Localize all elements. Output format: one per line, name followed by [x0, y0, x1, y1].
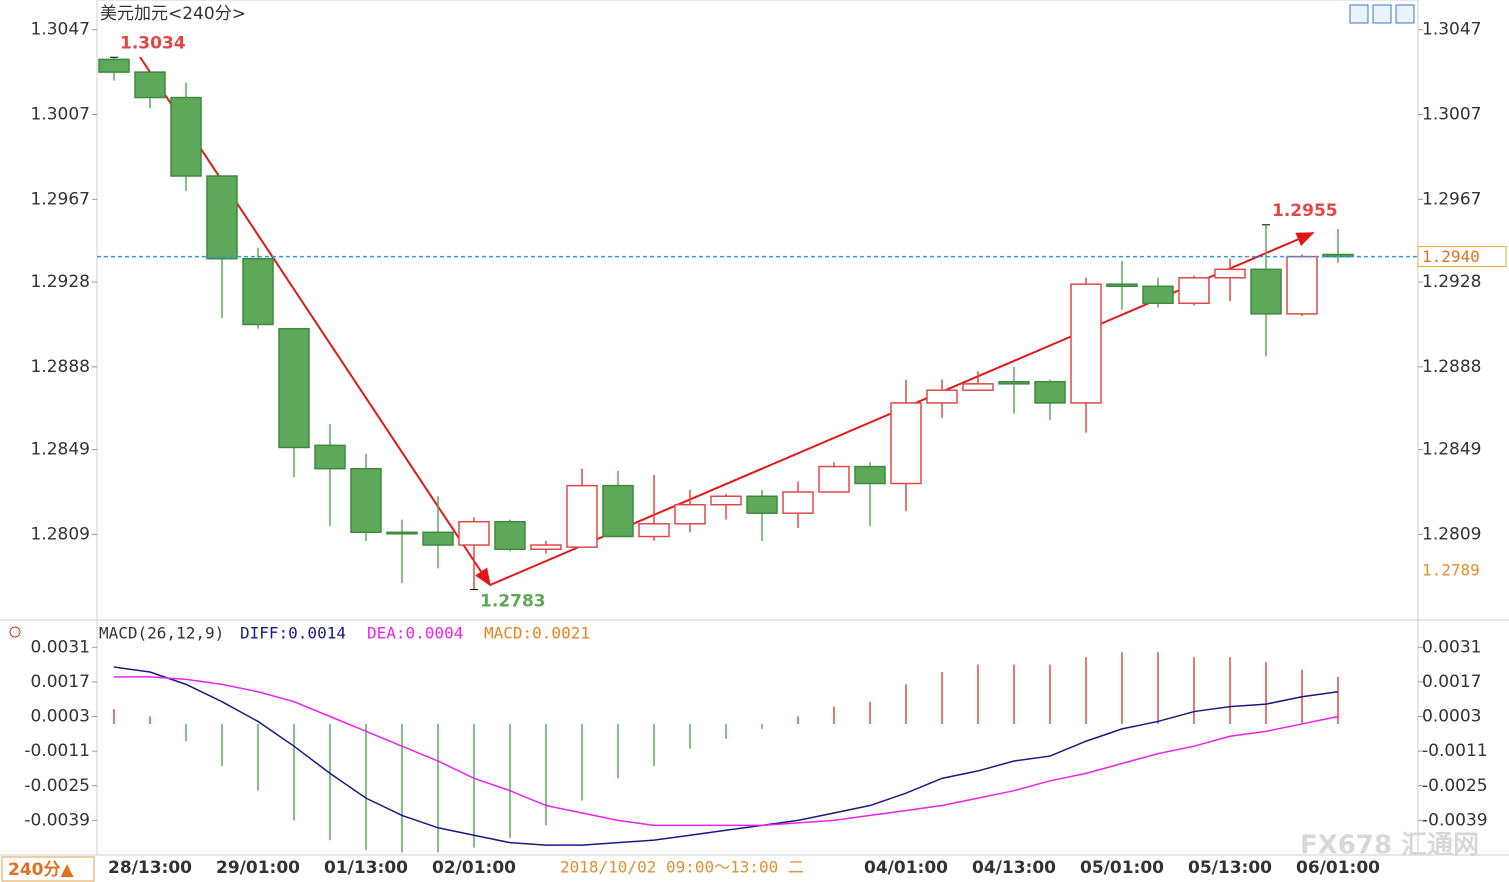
candle-body: [1142, 285, 1174, 305]
y2-tick-label: -0.0039: [1422, 810, 1488, 830]
candle-body: [854, 465, 886, 485]
y-tick-label: 1.2888: [31, 357, 90, 377]
candle-body: [1214, 268, 1246, 279]
candle-body: [782, 491, 814, 514]
tool-button[interactable]: [1349, 4, 1369, 24]
chart-title: 美元加元<240分>: [100, 4, 246, 24]
candle-body: [1250, 268, 1282, 315]
y-tick-label: 0.0031: [31, 637, 90, 657]
candle-body: [962, 383, 994, 391]
candle-body: [170, 96, 202, 177]
y-tick-label: 1.2967: [31, 189, 90, 209]
candle-body: [602, 484, 634, 538]
legend-macd: MACD:0.0021: [484, 624, 590, 643]
y-tick-label: -0.0039: [24, 810, 90, 830]
y2-tick-label: 1.3007: [1422, 105, 1481, 125]
y-tick-label: 0.0003: [31, 707, 90, 727]
y2-tick-label: 1.2809: [1422, 524, 1481, 544]
indicator-line: [114, 676, 1339, 827]
candle-body: [458, 520, 490, 546]
y-tick-label: 0.0017: [31, 672, 90, 692]
candle-body: [494, 520, 526, 551]
extreme-label: 1.2783: [480, 592, 546, 612]
y2-tick-label: 1.2928: [1422, 272, 1481, 292]
x-tick-label: 29/01:00: [216, 858, 300, 878]
indicator-line: [113, 666, 1339, 846]
legend-diff: DIFF:0.0014: [240, 624, 346, 643]
legend-dea: DEA:0.0004: [367, 624, 463, 643]
tool-button[interactable]: [1395, 4, 1415, 24]
candle-body: [818, 465, 850, 493]
candle-body: [638, 523, 670, 538]
period-button[interactable]: [1, 856, 95, 882]
candle-body: [314, 444, 346, 470]
extreme-label: 1.3034: [120, 33, 186, 53]
candle-body: [242, 257, 274, 326]
y-tick-label: 1.2928: [31, 272, 90, 292]
candle-body: [98, 58, 130, 73]
y2-tick-label: -0.0011: [1422, 741, 1488, 761]
candle-body: [746, 495, 778, 514]
period-label[interactable]: 240分▲: [8, 860, 74, 880]
x-tick-label: 28/13:00: [108, 858, 192, 878]
y2-tick-label: 1.2888: [1422, 357, 1481, 377]
candle-body: [1178, 277, 1210, 305]
y-tick-label: 1.3047: [31, 20, 90, 40]
y2-tick-label: 1.2849: [1422, 440, 1481, 460]
y-tick-label: -0.0011: [24, 741, 90, 761]
x-tick-label: 05/01:00: [1080, 858, 1164, 878]
y2-tick-label: 1.2967: [1422, 189, 1481, 209]
low-marker-label: 1.2789: [1422, 560, 1480, 579]
y2-tick-label: 0.0031: [1422, 637, 1481, 657]
y2-tick-label: 0.0003: [1422, 707, 1481, 727]
candle-body: [566, 484, 598, 548]
y-tick-label: 1.2849: [31, 440, 90, 460]
x-tick-label: 01/13:00: [324, 858, 408, 878]
candle-body: [350, 467, 382, 534]
y-tick-label: -0.0025: [24, 776, 90, 796]
candle-body: [998, 380, 1030, 385]
y-tick-label: 1.2809: [31, 524, 90, 544]
settings-icon[interactable]: [9, 626, 21, 638]
candle-body: [1070, 283, 1102, 404]
candle-body: [278, 327, 310, 449]
tool-button[interactable]: [1372, 4, 1392, 24]
y-tick-label: 1.3007: [31, 105, 90, 125]
candle-body: [890, 402, 922, 485]
y2-tick-label: 1.3047: [1422, 20, 1481, 40]
current-price-label: 1.2940: [1422, 247, 1480, 266]
candle-body: [134, 71, 166, 99]
macd-title: MACD(26,12,9): [99, 624, 224, 643]
candle-body: [926, 389, 958, 404]
candle-body: [1034, 380, 1066, 404]
candle-body: [1286, 255, 1318, 315]
x-tick-label: 04/01:00: [864, 858, 948, 878]
candle-body: [386, 531, 418, 535]
candle-body: [206, 175, 238, 260]
candle-body: [710, 495, 742, 506]
candle-body: [422, 531, 454, 546]
cursor-box: [552, 857, 822, 881]
y2-tick-label: 0.0017: [1422, 672, 1481, 692]
cursor-label: 2018/10/02 09:00～13:00 二: [560, 858, 804, 877]
candle-body: [1106, 283, 1138, 288]
x-tick-label: 02/01:00: [432, 858, 516, 878]
candle-body: [530, 544, 562, 551]
watermark: FX678 汇通网: [1300, 831, 1479, 861]
candle-body: [674, 503, 706, 525]
y2-tick-label: -0.0025: [1422, 776, 1488, 796]
extreme-label: 1.2955: [1272, 201, 1338, 221]
x-tick-label: 06/01:00: [1296, 858, 1380, 878]
toolbar[interactable]: [1349, 4, 1415, 24]
x-tick-label: 05/13:00: [1188, 858, 1272, 878]
x-tick-label: 04/13:00: [972, 858, 1056, 878]
current-price-box: [1417, 246, 1507, 268]
